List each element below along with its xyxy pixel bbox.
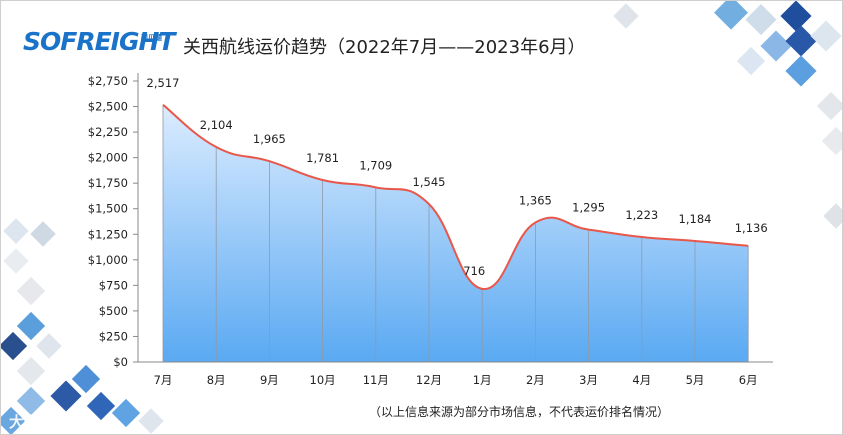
line-layer [162,104,749,290]
logo-text: SOFREIGHT [23,27,175,56]
x-tick-label: 7月 [154,373,173,387]
x-tick-label: 6月 [739,373,758,387]
x-tick-label: 10月 [310,373,336,387]
y-tick-label: $0 [113,355,128,369]
drop-lines [162,104,749,362]
data-label: 716 [463,264,485,278]
y-tick-label: $1,250 [88,227,128,241]
x-tick-label: 9月 [260,373,279,387]
x-tick-label: 8月 [207,373,226,387]
y-tick-label: $1,750 [88,176,128,190]
area-layer [163,104,749,363]
data-label: 1,709 [359,158,392,172]
x-axis: 7月 8月 9月 10月 11月 12月 1月 2月 3月 4月 5月 6月 [138,361,773,387]
watermark: 大数跨境 [9,413,70,431]
data-label: 2,517 [147,76,180,90]
x-tick-label: 5月 [686,373,705,387]
x-tick-label: 12月 [416,373,442,387]
data-label: 1,184 [679,212,712,226]
y-tick-label: $250 [99,329,128,343]
logo-subtext: 硕贝德 [141,34,162,42]
y-tick-label: $1,000 [88,253,128,267]
x-tick-label: 11月 [363,373,389,387]
y-tick-label: $500 [99,304,128,318]
data-label: 1,781 [306,151,339,165]
data-label: 1,365 [519,194,552,208]
data-label: 1,545 [413,175,446,189]
data-label: 1,136 [735,221,768,235]
x-tick-label: 1月 [473,373,492,387]
y-tick-label: $2,250 [88,125,128,139]
y-tick-label: $2,750 [88,74,128,88]
y-tick-label: $1,500 [88,202,128,216]
data-label: 2,104 [200,118,233,132]
footnote: （以上信息来源为部分市场信息，不代表运价排名情况） [369,405,670,419]
data-labels: 2,517 2,104 1,965 1,781 1,709 1,545 716 1,365 1,… [147,76,768,278]
data-label: 1,295 [572,201,605,215]
x-tick-label: 2月 [526,373,545,387]
series-line [162,104,749,290]
data-label: 1,223 [625,208,658,222]
y-tick-label: $2,000 [88,151,128,165]
chart-title: 关西航线运价趋势（2022年7月——2023年6月） [183,37,586,58]
y-tick-label: $750 [99,278,128,292]
data-label: 1,965 [253,132,286,146]
company-logo: SOFREIGHT 硕贝德 [23,27,175,59]
x-tick-label: 4月 [632,373,651,387]
area-fill [163,104,749,363]
x-tick-label: 3月 [579,373,598,387]
y-axis: $0 $250 $500 $750 $1,000 $1,250 $1,500 $1,750 $2… [88,73,139,369]
y-tick-label: $2,500 [88,100,128,114]
